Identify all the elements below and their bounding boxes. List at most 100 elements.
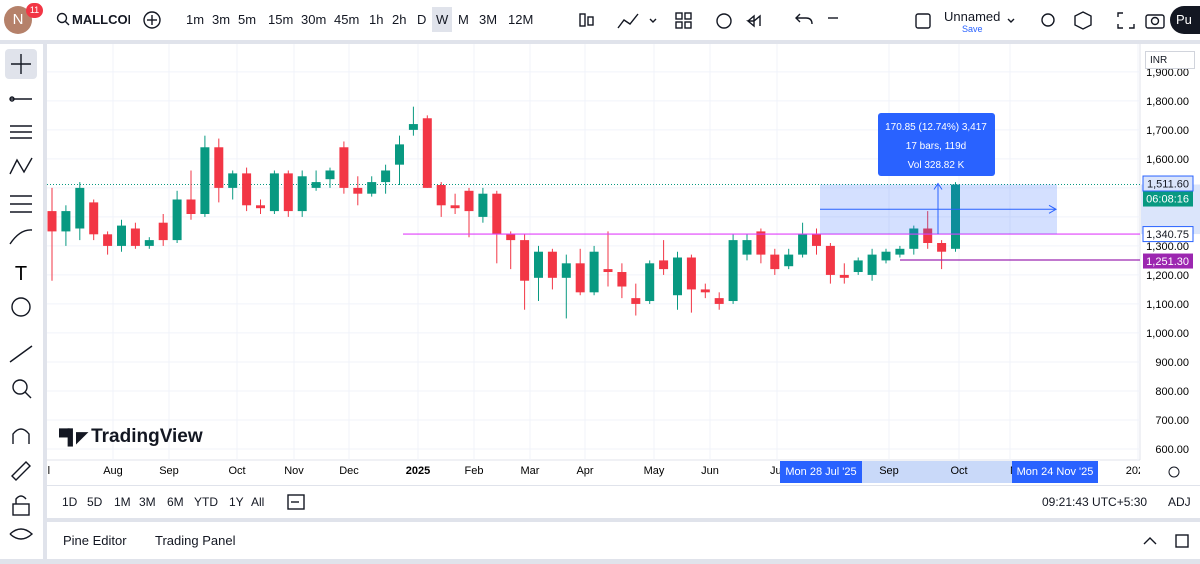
y-tick-label: 1,800.00 (1146, 96, 1189, 108)
symbol[interactable]: MALLCOM (72, 12, 130, 27)
x-tick-label: 2025 (406, 465, 430, 477)
x-tick-label: Jun (701, 465, 719, 477)
timeframe[interactable]: M (458, 12, 469, 27)
candle-body (742, 240, 752, 255)
x-tick-label: Apr (576, 465, 593, 477)
price-tag-label: 1,251.30 (1146, 256, 1189, 268)
candle-body (117, 225, 126, 246)
candle-body (89, 202, 99, 235)
range[interactable]: 6M (167, 495, 184, 509)
bottom-bar: 09:21:43 UTC+5:30 ADJ 1D 5D 1M 3M 6M YTD 1Y All (47, 486, 1200, 518)
candle-body (728, 240, 738, 302)
y-tick-label: 1,100.00 (1146, 299, 1189, 311)
save-label[interactable]: Save (962, 24, 983, 34)
candle-body (867, 254, 877, 275)
timeframe[interactable]: 45m (334, 12, 360, 27)
currency[interactable]: INR (1145, 51, 1195, 69)
candle-body (589, 251, 599, 293)
clock: 09:21:43 UTC+5:30 (1042, 495, 1148, 509)
range[interactable]: 5D (87, 495, 103, 509)
y-tick-label: 1,000.00 (1146, 328, 1189, 340)
candle-body (686, 257, 696, 290)
candle-body (659, 260, 669, 270)
x-tick-label: Oct (950, 465, 967, 477)
badge: 11 (26, 3, 43, 18)
timeframe[interactable]: 3M (479, 12, 498, 27)
timeframe[interactable]: 15m (268, 12, 294, 27)
timeframe[interactable]: 1m (186, 12, 205, 27)
candle-body (478, 193, 488, 217)
timeframe[interactable]: 12M (508, 12, 534, 27)
add-symbol[interactable] (143, 11, 161, 29)
x-tick-label: May (644, 465, 665, 477)
candle-body (881, 251, 891, 261)
candle-body (547, 251, 557, 278)
candle-body (422, 118, 432, 188)
countdown-tag (1143, 191, 1193, 207)
tab[interactable]: Pine Editor (63, 533, 127, 548)
y-tick-label: 1,300.00 (1146, 241, 1189, 253)
candle-body (700, 289, 710, 293)
date-range-icon[interactable] (287, 493, 305, 511)
candle-body (408, 124, 418, 130)
candle-body (909, 228, 919, 249)
timeframe[interactable]: D (417, 12, 427, 27)
timeframe[interactable]: 3m (212, 12, 231, 27)
candle-body (631, 298, 641, 304)
layout-name[interactable]: Unnamed (944, 9, 1001, 24)
candle-body (895, 248, 905, 255)
candle-body (172, 199, 182, 241)
candle-body (645, 263, 655, 302)
x-tick-label: Dec (339, 465, 359, 477)
adj[interactable]: ADJ (1168, 495, 1191, 509)
x-tick-label: Jul (47, 465, 50, 477)
left-toolbar: T (0, 44, 43, 559)
countdown: 06:08:16 (1146, 194, 1189, 206)
x-highlight (780, 461, 862, 483)
measure-tooltip (878, 113, 995, 176)
range[interactable]: All (251, 495, 265, 509)
candle-body (75, 187, 85, 229)
range[interactable]: 1M (114, 495, 131, 509)
candle-body (784, 254, 794, 267)
range[interactable]: 3M (139, 495, 156, 509)
y-tick-label: 1,700.00 (1146, 125, 1189, 137)
candle-body (951, 184, 960, 249)
candle-body (47, 211, 57, 232)
candle-body (756, 231, 766, 255)
range[interactable]: 1Y (229, 495, 244, 509)
candle-body (61, 211, 71, 232)
y-tick-label: 700.00 (1155, 415, 1189, 427)
svg-text:T: T (15, 263, 27, 285)
timeframe[interactable]: 5m (238, 12, 257, 27)
x-highlight-label: Mon 24 Nov '25 (1017, 466, 1094, 478)
range[interactable]: 1D (62, 495, 78, 509)
x-highlight-label: Mon 28 Jul '25 (785, 466, 856, 478)
plot: 170.85 (12.74%) 3,417 17 bars, 119d Vol 32… (47, 44, 1140, 460)
candle-body (603, 269, 613, 273)
measure-text: Vol 328.82 K (908, 160, 965, 171)
publish-button[interactable]: Pu (1170, 6, 1200, 34)
y-tick-label: 1,600.00 (1146, 154, 1189, 166)
candle-body (673, 257, 682, 296)
x-tick-label: Mar (521, 465, 540, 477)
x-tick-label: Feb (465, 465, 484, 477)
tab[interactable]: Trading Panel (155, 533, 236, 548)
candle-body (311, 182, 321, 188)
timeframe[interactable]: W (432, 7, 453, 32)
candle-body (812, 234, 821, 246)
candle-body (923, 228, 933, 244)
candle-body (200, 147, 210, 214)
candle-body (325, 170, 335, 180)
range[interactable]: YTD (194, 495, 218, 509)
timeframe[interactable]: 30m (301, 12, 327, 27)
timeframe[interactable]: 2h (392, 12, 407, 27)
timeframe[interactable]: 1h (369, 12, 384, 27)
candle-body (214, 147, 224, 188)
candle-body (144, 240, 154, 246)
arrow-head (1048, 204, 1058, 214)
candle-body (186, 199, 196, 214)
candle-body (853, 260, 863, 273)
panel-controls[interactable] (1142, 532, 1192, 550)
x-axis: JulAugSepOctNovDec2025FebMarAprMayJunJul… (47, 461, 1140, 483)
